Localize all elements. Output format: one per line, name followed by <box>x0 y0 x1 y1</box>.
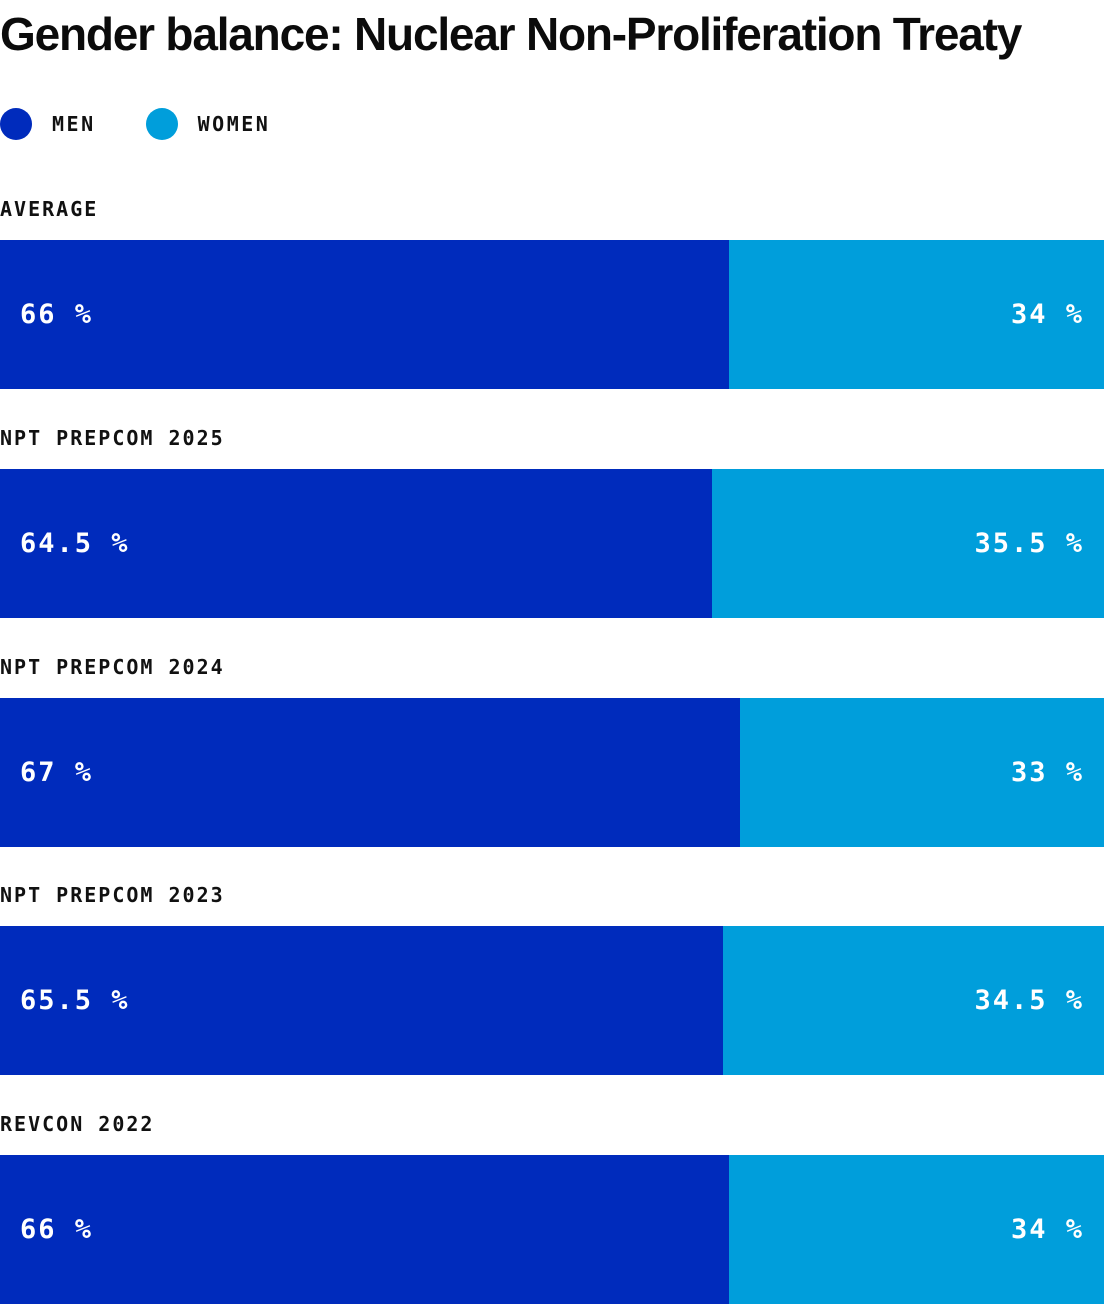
row-label-average: AVERAGE <box>0 197 99 221</box>
bar-segment-men-npt-prepcom-2024: 67 % <box>0 698 740 847</box>
bar-segment-women-average: 34 % <box>729 240 1104 389</box>
value-label-women-npt-prepcom-2023: 34.5 % <box>974 985 1084 1016</box>
chart-title: Gender balance: Nuclear Non-Proliferatio… <box>0 8 1022 60</box>
row-label-revcon-2022: REVCON 2022 <box>0 1112 155 1136</box>
legend-item-women: WOMEN <box>145 108 271 140</box>
bar-segment-women-npt-prepcom-2024: 33 % <box>740 698 1104 847</box>
legend-item-men: MEN <box>0 108 96 140</box>
bar-segment-women-revcon-2022: 34 % <box>729 1155 1104 1304</box>
bar-npt-prepcom-2025: 64.5 % 35.5 % <box>0 469 1104 618</box>
value-label-men-revcon-2022: 66 % <box>20 1214 94 1245</box>
bar-segment-men-revcon-2022: 66 % <box>0 1155 729 1304</box>
row-label-npt-prepcom-2024: NPT PREPCOM 2024 <box>0 655 225 679</box>
bar-average: 66 % 34 % <box>0 240 1104 389</box>
legend-swatch-men <box>0 108 32 140</box>
bar-segment-men-average: 66 % <box>0 240 729 389</box>
value-label-women-npt-prepcom-2024: 33 % <box>1010 757 1084 788</box>
bar-segment-men-npt-prepcom-2025: 64.5 % <box>0 469 712 618</box>
value-label-men-average: 66 % <box>20 299 94 330</box>
row-label-npt-prepcom-2023: NPT PREPCOM 2023 <box>0 883 225 907</box>
bar-npt-prepcom-2024: 67 % 33 % <box>0 698 1104 847</box>
legend-label-women: WOMEN <box>197 112 271 136</box>
row-label-npt-prepcom-2025: NPT PREPCOM 2025 <box>0 426 225 450</box>
value-label-women-revcon-2022: 34 % <box>1010 1214 1084 1245</box>
bar-segment-men-npt-prepcom-2023: 65.5 % <box>0 926 723 1075</box>
bar-revcon-2022: 66 % 34 % <box>0 1155 1104 1304</box>
bar-segment-women-npt-prepcom-2023: 34.5 % <box>723 926 1104 1075</box>
value-label-men-npt-prepcom-2023: 65.5 % <box>20 985 130 1016</box>
value-label-women-average: 34 % <box>1010 299 1084 330</box>
value-label-men-npt-prepcom-2024: 67 % <box>20 757 94 788</box>
value-label-men-npt-prepcom-2025: 64.5 % <box>20 528 130 559</box>
legend-swatch-women <box>145 108 178 140</box>
bar-npt-prepcom-2023: 65.5 % 34.5 % <box>0 926 1104 1075</box>
legend: MEN WOMEN <box>0 108 320 140</box>
legend-label-men: MEN <box>52 112 96 136</box>
value-label-women-npt-prepcom-2025: 35.5 % <box>974 528 1084 559</box>
bar-segment-women-npt-prepcom-2025: 35.5 % <box>712 469 1104 618</box>
